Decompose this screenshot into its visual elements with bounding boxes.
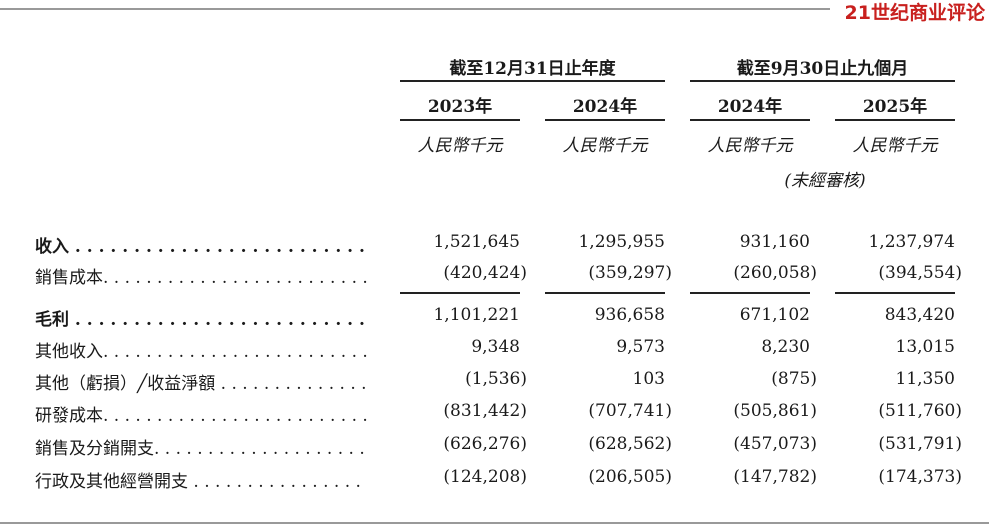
rule	[690, 292, 810, 294]
cell-value: 671,102	[739, 305, 810, 325]
bottom-rule	[0, 522, 989, 524]
cell-value: (875)	[771, 369, 817, 389]
rule	[690, 119, 810, 121]
cell-value: (626,276)	[443, 434, 527, 454]
cell-value: (206,505)	[588, 467, 672, 487]
cell-value: (147,782)	[733, 467, 817, 487]
cell-value: 1,101,221	[433, 305, 520, 325]
cell-value: (505,861)	[733, 401, 817, 421]
cell-value: (124,208)	[443, 467, 527, 487]
rule	[835, 119, 955, 121]
cell-value: 936,658	[594, 305, 665, 325]
cell-value: 931,160	[739, 232, 810, 252]
rule	[835, 292, 955, 294]
year-header: 2024年	[572, 97, 638, 117]
cell-value: (394,554)	[878, 263, 962, 283]
row-label: 收入 . . . . . . . . . . . . . . . . . . .…	[35, 237, 367, 257]
row-label: 銷售及分銷開支. . . . . . . . . . . . . . . . .…	[35, 439, 367, 459]
cell-value: 8,230	[761, 337, 810, 357]
cell-value: 1,237,974	[868, 232, 955, 252]
cell-value: 11,350	[895, 369, 955, 389]
rule	[545, 119, 665, 121]
top-rule	[0, 8, 830, 10]
cell-value: (831,442)	[443, 401, 527, 421]
cell-value: (707,741)	[588, 401, 672, 421]
cell-value: 1,295,955	[578, 232, 665, 252]
cell-value: 1,521,645	[433, 232, 520, 252]
unit-label: 人民幣千元	[707, 136, 793, 156]
cell-value: (457,073)	[733, 434, 817, 454]
note: (未經審核)	[784, 171, 866, 191]
row-label: 銷售成本. . . . . . . . . . . . . . . . . . …	[35, 268, 367, 288]
year-header: 2024年	[717, 97, 783, 117]
group-header: 截至9月30日止九個月	[736, 59, 909, 79]
rule	[545, 292, 665, 294]
cell-value: (1,536)	[465, 369, 527, 389]
year-header: 2023年	[427, 97, 493, 117]
row-label: 毛利 . . . . . . . . . . . . . . . . . . .…	[35, 310, 367, 330]
cell-value: (420,424)	[443, 263, 527, 283]
cell-value: (531,791)	[878, 434, 962, 454]
cell-value: (359,297)	[588, 263, 672, 283]
rule	[400, 80, 665, 82]
row-label: 其他（虧損）╱收益淨額 . . . . . . . . . . . . . . …	[35, 374, 367, 394]
cell-value: (260,058)	[733, 263, 817, 283]
cell-value: (628,562)	[588, 434, 672, 454]
rule	[690, 80, 955, 82]
cell-value: 103	[632, 369, 665, 389]
brand-logo: 21世纪商业评论	[844, 2, 985, 24]
group-header: 截至12月31日止年度	[449, 59, 616, 79]
rule	[400, 119, 520, 121]
unit-label: 人民幣千元	[417, 136, 503, 156]
unit-label: 人民幣千元	[562, 136, 648, 156]
row-label: 行政及其他經營開支 . . . . . . . . . . . . . . . …	[35, 472, 367, 492]
unit-label: 人民幣千元	[852, 136, 938, 156]
row-label: 其他收入. . . . . . . . . . . . . . . . . . …	[35, 342, 367, 362]
rule	[400, 292, 520, 294]
year-header: 2025年	[862, 97, 928, 117]
cell-value: (511,760)	[878, 401, 962, 421]
cell-value: 9,348	[471, 337, 520, 357]
cell-value: 13,015	[895, 337, 955, 357]
cell-value: (174,373)	[878, 467, 962, 487]
cell-value: 9,573	[616, 337, 665, 357]
row-label: 研發成本. . . . . . . . . . . . . . . . . . …	[35, 406, 367, 426]
cell-value: 843,420	[884, 305, 955, 325]
